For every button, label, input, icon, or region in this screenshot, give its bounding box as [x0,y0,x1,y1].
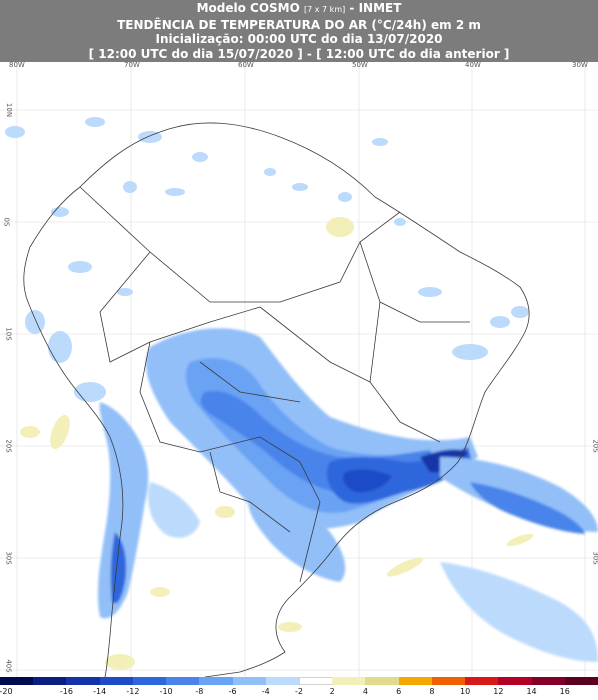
colorbar-swatch [66,677,101,685]
light-cooling-patches [5,117,529,402]
lon-label-40w: 40W [465,61,481,69]
colorbar-swatch [398,677,433,685]
colorbar-label: 6 [396,687,402,696]
colorbar-label: -16 [59,687,73,696]
colorbar-label: -10 [159,687,173,696]
lat-label-20s: 20S [4,439,13,453]
colorbar-legend: -20 -16 -14 -12 -10 -8 -6 -4 -2 2 4 6 8 10 12 14 16 [0,677,598,700]
colorbar-label: 2 [329,687,335,696]
lat-label-right-30s: 30S [591,551,598,565]
map-canvas [0,62,598,678]
colorbar-swatch [199,677,234,685]
lon-label-80w: 80W [9,61,25,69]
graticule [0,62,598,677]
colorbar-swatch [365,677,400,685]
header-line-model: Modelo COSMO [7 x 7 km] - INMET [0,1,598,18]
colorbar-swatch [132,677,167,685]
lat-label-30s: 30S [4,551,13,565]
model-resolution: [7 x 7 km] [304,5,346,14]
lat-label-right-20s: 20S [591,439,598,453]
lon-label-50w: 50W [352,61,368,69]
map-title: TENDÊNCIA DE TEMPERATURA DO AR (°C/24h) … [117,17,481,32]
colorbar-label: 10 [460,687,471,696]
colorbar-label: 14 [526,687,537,696]
colorbar-label: 16 [559,687,570,696]
temperature-tendency-map: 80W 70W 60W 50W 40W 30W 10N 0S 10S 20S 3… [0,61,598,678]
initialization-line: Inicialização: 00:00 UTC do dia 13/07/20… [155,32,443,46]
colorbar-label: -12 [126,687,140,696]
colorbar-swatch [564,677,598,685]
lat-label-10n: 10N [5,102,14,118]
model-name: Modelo COSMO [196,1,300,15]
colorbar-swatch [0,677,34,685]
model-org: - INMET [349,1,402,15]
colorbar-swatch [166,677,200,685]
country-borders [23,122,530,678]
colorbar-swatch [431,677,466,685]
colorbar-label: -20 [0,687,13,696]
colorbar-swatch [465,677,499,685]
colorbar-swatch [232,677,267,685]
colorbar-swatch [531,677,566,685]
lon-label-60w: 60W [238,61,254,69]
lat-label-10s: 10S [4,327,13,341]
map-header: Modelo COSMO [7 x 7 km] - INMET TENDÊNCI… [0,0,598,62]
lat-label-0s: 0S [2,217,11,227]
colorbar-label: 4 [362,687,368,696]
colorbar-swatch [265,677,300,685]
lon-label-70w: 70W [124,61,140,69]
lon-label-30w: 30W [572,61,588,69]
colorbar-label: -6 [228,687,237,696]
colorbar-swatch [99,677,134,685]
colorbar-swatch [332,677,366,685]
lat-label-40s: 40S [4,659,13,673]
colorbar-label: 8 [429,687,435,696]
cooling-band [97,328,598,662]
colorbar-swatch [33,677,67,685]
colorbar-label: -14 [93,687,107,696]
colorbar-label: -8 [195,687,204,696]
colorbar-label: -4 [261,687,270,696]
colorbar-swatch [299,677,333,685]
colorbar-label: -2 [295,687,303,696]
valid-time-line: [ 12:00 UTC do dia 15/07/2020 ] - [ 12:0… [88,46,510,61]
colorbar-swatch [498,677,533,685]
warming-patches [20,217,534,670]
colorbar-label: 12 [493,687,504,696]
